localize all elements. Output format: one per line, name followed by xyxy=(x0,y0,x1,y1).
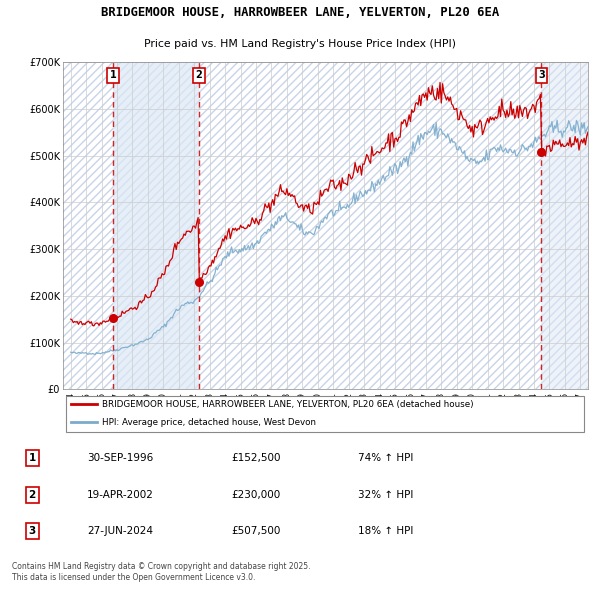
Text: BRIDGEMOOR HOUSE, HARROWBEER LANE, YELVERTON, PL20 6EA: BRIDGEMOOR HOUSE, HARROWBEER LANE, YELVE… xyxy=(101,6,499,19)
Text: £230,000: £230,000 xyxy=(231,490,280,500)
Text: 3: 3 xyxy=(538,70,545,80)
Bar xyxy=(541,62,588,389)
Text: Contains HM Land Registry data © Crown copyright and database right 2025.
This d: Contains HM Land Registry data © Crown c… xyxy=(12,562,311,582)
Text: 2: 2 xyxy=(196,70,202,80)
Text: 3: 3 xyxy=(29,526,36,536)
Text: £152,500: £152,500 xyxy=(231,453,280,463)
Text: 30-SEP-1996: 30-SEP-1996 xyxy=(87,453,153,463)
Text: BRIDGEMOOR HOUSE, HARROWBEER LANE, YELVERTON, PL20 6EA (detached house): BRIDGEMOOR HOUSE, HARROWBEER LANE, YELVE… xyxy=(103,400,474,409)
Text: 19-APR-2002: 19-APR-2002 xyxy=(87,490,154,500)
Text: 1: 1 xyxy=(110,70,116,80)
FancyBboxPatch shape xyxy=(65,395,584,432)
Text: Price paid vs. HM Land Registry's House Price Index (HPI): Price paid vs. HM Land Registry's House … xyxy=(144,39,456,49)
Text: 27-JUN-2024: 27-JUN-2024 xyxy=(87,526,153,536)
Text: £507,500: £507,500 xyxy=(231,526,280,536)
Bar xyxy=(113,62,199,389)
Text: 74% ↑ HPI: 74% ↑ HPI xyxy=(358,453,413,463)
Text: 32% ↑ HPI: 32% ↑ HPI xyxy=(358,490,413,500)
Text: HPI: Average price, detached house, West Devon: HPI: Average price, detached house, West… xyxy=(103,418,316,427)
Text: 1: 1 xyxy=(29,453,36,463)
Text: 18% ↑ HPI: 18% ↑ HPI xyxy=(358,526,413,536)
Text: 2: 2 xyxy=(29,490,36,500)
